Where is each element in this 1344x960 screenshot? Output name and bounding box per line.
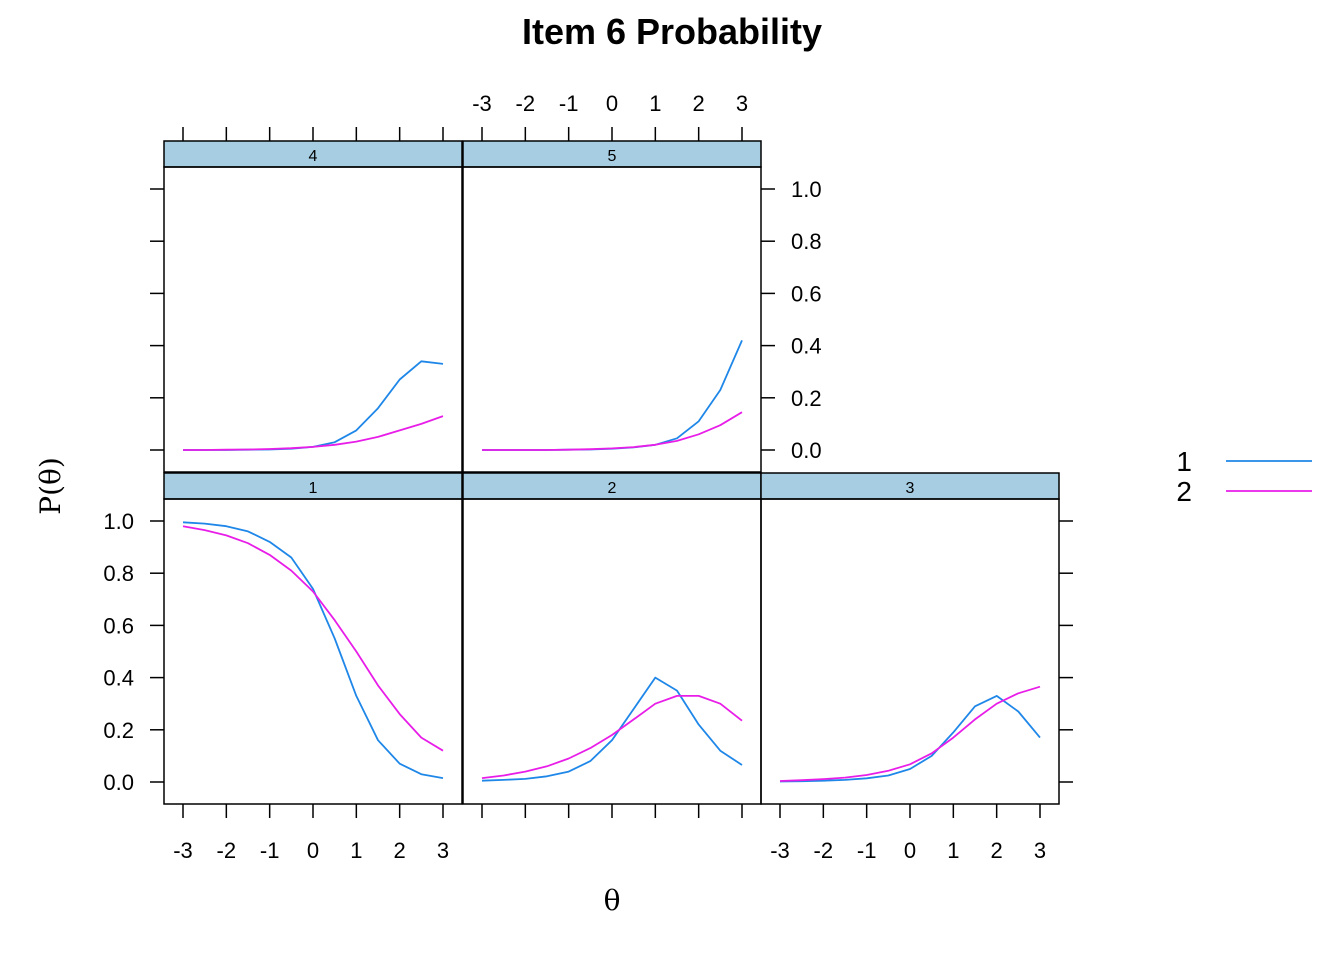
series-line-1-panel-4 (183, 360, 444, 451)
x-tick-label: 1 (649, 91, 661, 116)
x-tick-label: 0 (904, 838, 916, 863)
y-tick-label: 0.8 (791, 229, 822, 254)
panel-border-3 (760, 498, 1060, 805)
panel-1: 1 -3 -2 -1 0 1 2 3 0.0 0.2 0.4 0.6 0.8 1.0 (103, 472, 463, 863)
series-line-1-panel-3 (779, 695, 1041, 783)
x-tick-label: 2 (693, 91, 705, 116)
x-tick-label: -3 (472, 91, 492, 116)
x-axis-title: θ (604, 884, 621, 917)
x-tick-label: 0 (606, 91, 618, 116)
strip-4 (163, 140, 463, 168)
x-tick-label: 1 (947, 838, 959, 863)
x-tick-label: -2 (217, 838, 237, 863)
strip-5 (462, 140, 762, 168)
strip-label-5: 5 (608, 148, 617, 165)
strip-3 (760, 472, 1060, 500)
y-tick-label: 0.2 (103, 718, 134, 743)
x-tick-label: 0 (307, 838, 319, 863)
legend-label-1: 1 (1176, 446, 1192, 477)
strip-label-4: 4 (309, 148, 318, 165)
x-tick-label: -3 (770, 838, 790, 863)
panel-border-1 (163, 498, 463, 805)
x-tick-label: -1 (260, 838, 280, 863)
panel-5: 5 -3 -2 -1 0 1 2 3 0.0 0.2 0.4 0.6 0.8 1.0 (462, 91, 822, 473)
y-tick-label: 0.8 (103, 561, 134, 586)
series-line-1-panel-5 (482, 340, 743, 451)
y-axis-title: P(θ) (34, 457, 67, 515)
y-tick-label: 0.0 (791, 438, 822, 463)
series-line-2-panel-1 (182, 525, 444, 752)
panel-border-2 (462, 498, 762, 805)
y-tick-label: 0.4 (103, 666, 134, 691)
strip-label-3: 3 (906, 480, 915, 497)
series-line-2-panel-3 (779, 685, 1041, 782)
x-tick-label: -1 (559, 91, 579, 116)
x-tick-label: -2 (814, 838, 834, 863)
y-tick-label: 0.2 (791, 386, 822, 411)
x-tick-label: 1 (350, 838, 362, 863)
y-tick-label: 0.0 (103, 770, 134, 795)
series-line-1-panel-1 (182, 521, 444, 779)
panels-group: 1 -3 -2 -1 0 1 2 3 0.0 0.2 0.4 0.6 0.8 1.0 2 3 -3 -2 -1 0 1 2… (103, 91, 1073, 863)
strip-1 (163, 472, 463, 500)
y-tick-label: 1.0 (103, 509, 134, 534)
y-tick-label: 0.6 (791, 281, 822, 306)
panel-4: 4 (150, 127, 463, 473)
series-line-1-panel-2 (481, 676, 743, 782)
y-tick-label: 0.6 (103, 613, 134, 638)
series-line-2-panel-5 (482, 411, 743, 451)
x-tick-label: -2 (516, 91, 536, 116)
strip-label-2: 2 (608, 480, 617, 497)
strip-label-1: 1 (309, 480, 318, 497)
x-tick-label: 2 (394, 838, 406, 863)
legend-label-2: 2 (1176, 476, 1192, 507)
x-tick-label: 3 (437, 838, 449, 863)
series-line-2-panel-2 (481, 695, 743, 779)
x-tick-label: 3 (736, 91, 748, 116)
x-tick-label: -3 (173, 838, 193, 863)
series-line-2-panel-4 (183, 415, 444, 451)
x-tick-label: 3 (1034, 838, 1046, 863)
x-tick-label: -1 (857, 838, 877, 863)
chart-title: Item 6 Probability (522, 11, 822, 52)
legend: 12 (1176, 446, 1312, 507)
panel-border-5 (462, 166, 762, 473)
panel-2: 2 (462, 472, 762, 818)
panel-3: 3 -3 -2 -1 0 1 2 3 (760, 472, 1073, 863)
x-tick-label: 2 (991, 838, 1003, 863)
panel-border-4 (163, 166, 463, 473)
y-tick-label: 0.4 (791, 334, 822, 359)
y-tick-label: 1.0 (791, 177, 822, 202)
